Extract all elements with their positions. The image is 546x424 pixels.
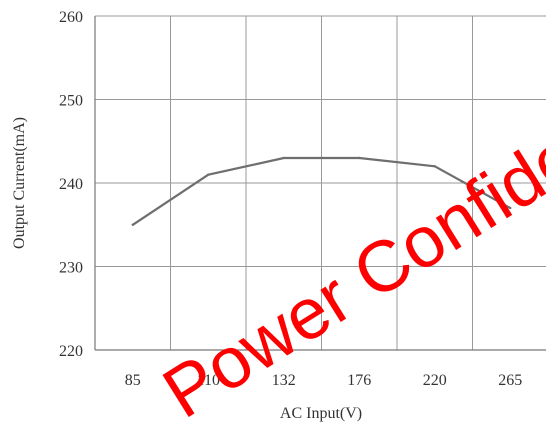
- y-tick-label: 250: [59, 93, 83, 110]
- data-point: [282, 156, 285, 160]
- data-point: [358, 156, 361, 160]
- watermark: Power Confidential: [150, 46, 546, 424]
- x-tick-label: 265: [498, 372, 522, 389]
- y-tick-label: 220: [59, 343, 83, 360]
- grid: [95, 15, 546, 350]
- x-tick-label: 110: [197, 372, 220, 389]
- series: [131, 156, 512, 226]
- plot-frame: [94, 16, 546, 351]
- series-line: [132, 156, 511, 226]
- y-axis-label: Output Current(mA): [11, 117, 28, 249]
- y-tick-label: 260: [59, 9, 83, 26]
- x-tick-label: 176: [347, 372, 371, 389]
- data-point: [433, 165, 436, 168]
- x-tick-label: 85: [125, 372, 141, 389]
- data-point: [131, 223, 134, 226]
- y-tick-label: 230: [59, 260, 83, 277]
- data-point: [509, 206, 512, 210]
- y-tick-labels: 220 230 240 250 260: [59, 9, 83, 360]
- y-tick-label: 240: [59, 176, 83, 193]
- x-tick-labels: 85 110 132 176 220 265: [125, 372, 523, 389]
- x-axis-label: AC Input(V): [280, 405, 362, 422]
- x-tick-label: 220: [423, 372, 447, 389]
- watermark-text: Power Confidential: [150, 46, 546, 424]
- x-tick-label: 132: [272, 372, 296, 389]
- data-point: [207, 173, 210, 176]
